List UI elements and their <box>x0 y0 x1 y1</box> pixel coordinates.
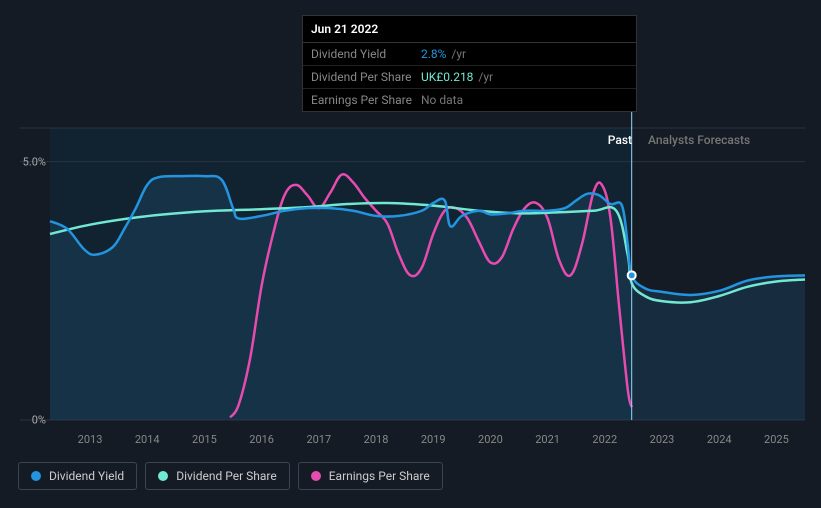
tooltip-row-label: Earnings Per Share <box>311 93 421 107</box>
x-axis-label: 2014 <box>135 433 160 446</box>
legend-item[interactable]: Earnings Per Share <box>298 462 443 490</box>
x-axis-label: 2019 <box>421 433 446 446</box>
x-axis-label: 2023 <box>650 433 675 446</box>
x-axis-label: 2020 <box>478 433 503 446</box>
x-axis-label: 2021 <box>535 433 560 446</box>
region-label-forecast: Analysts Forecasts <box>648 133 750 147</box>
legend-item[interactable]: Dividend Per Share <box>145 462 290 490</box>
legend-swatch <box>31 471 41 481</box>
x-axis-label: 2017 <box>306 433 331 446</box>
region-label-past: Past <box>608 133 632 147</box>
tooltip-row-value: No data <box>421 93 463 107</box>
legend-label: Dividend Yield <box>49 469 124 483</box>
x-axis-label: 2016 <box>249 433 274 446</box>
chart-legend: Dividend Yield Dividend Per Share Earnings… <box>18 462 443 490</box>
tooltip-row: Dividend Per ShareUK£0.218 /yr <box>303 66 636 89</box>
legend-item[interactable]: Dividend Yield <box>18 462 137 490</box>
legend-label: Earnings Per Share <box>329 469 430 483</box>
tooltip-row-label: Dividend Per Share <box>311 70 421 84</box>
dividend-chart: Past Analysts Forecasts Jun 21 2022 Divi… <box>0 0 821 508</box>
y-axis-label: 5.0% <box>23 155 46 168</box>
x-axis-label: 2022 <box>592 433 617 446</box>
legend-swatch <box>158 471 168 481</box>
tooltip-row-value: 2.8% <box>421 47 446 61</box>
tooltip-row-unit: /yr <box>448 47 466 61</box>
chart-tooltip: Jun 21 2022 Dividend Yield2.8% /yrDivide… <box>302 15 637 112</box>
x-axis-label: 2015 <box>192 433 217 446</box>
tooltip-row-label: Dividend Yield <box>311 47 421 61</box>
legend-swatch <box>311 471 321 481</box>
tooltip-date: Jun 21 2022 <box>303 16 636 43</box>
x-axis-label: 2025 <box>764 433 789 446</box>
x-axis-label: 2018 <box>364 433 389 446</box>
tooltip-row-value: UK£0.218 <box>421 70 473 84</box>
legend-label: Dividend Per Share <box>176 469 277 483</box>
tooltip-row: Dividend Yield2.8% /yr <box>303 43 636 66</box>
x-axis-label: 2024 <box>707 433 732 446</box>
y-axis-label: 0% <box>32 414 46 427</box>
tooltip-row-unit: /yr <box>475 70 493 84</box>
x-axis-label: 2013 <box>78 433 103 446</box>
tooltip-row: Earnings Per ShareNo data <box>303 89 636 111</box>
